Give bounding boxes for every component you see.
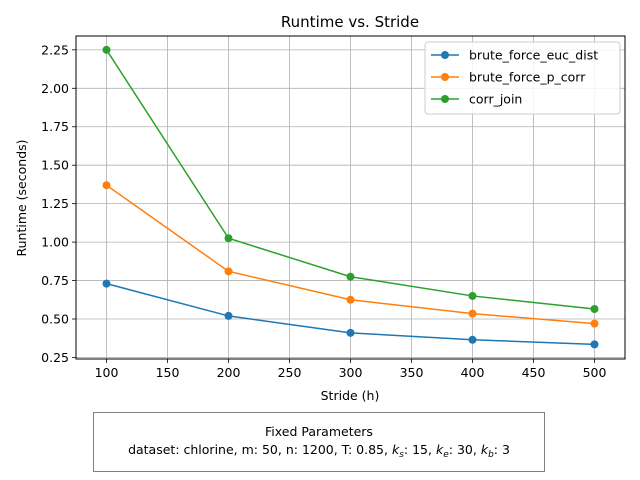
ke-symbol: k <box>435 442 444 457</box>
t-value: 0.85 <box>356 442 385 457</box>
series-corr-join <box>102 45 599 314</box>
data-point <box>346 272 355 281</box>
grid <box>76 36 625 359</box>
m-value: 50 <box>261 442 278 457</box>
dataset-label: dataset: <box>128 442 184 457</box>
data-point <box>224 267 233 276</box>
kb-subscript: b <box>488 450 494 460</box>
y-tick-label: 1.75 <box>41 119 69 134</box>
y-tick-label: 2.25 <box>41 42 69 57</box>
legend-swatch-marker <box>441 95 449 103</box>
data-point <box>346 328 355 337</box>
fixed-parameters-values: dataset: chlorine, m: 50, n: 1200, T: 0.… <box>128 442 510 460</box>
legend-frame <box>424 41 621 115</box>
m-label: m: <box>241 442 262 457</box>
ke-value: 30 <box>456 442 473 457</box>
series-layer <box>102 45 599 349</box>
y-tick-label: 1.50 <box>41 158 69 173</box>
n-label: n: <box>285 442 302 457</box>
x-tick-label: 350 <box>400 365 424 380</box>
legend-item: corr_join <box>431 92 522 107</box>
legend-item: brute_force_p_corr <box>431 70 586 85</box>
ks-symbol: k <box>391 442 400 457</box>
legend-label: brute_force_euc_dist <box>469 48 598 63</box>
data-point <box>590 305 599 314</box>
x-tick-label: 250 <box>278 365 302 380</box>
kb-value: 3 <box>501 442 510 457</box>
y-tick-label: 0.25 <box>41 350 69 365</box>
ks-value: 15 <box>412 442 429 457</box>
y-axis-title: Runtime (seconds) <box>14 139 29 256</box>
legend-item: brute_force_euc_dist <box>431 48 598 63</box>
x-axis: 100 150 200 250 300 350 400 450 500 <box>95 359 607 380</box>
legend: brute_force_euc_dist brute_force_p_corrco… <box>424 41 621 115</box>
fixed-parameters-box: Fixed Parameters dataset: chlorine, m: 5… <box>93 412 545 472</box>
data-point <box>102 181 111 190</box>
chart-title: Runtime vs. Stride <box>281 13 419 31</box>
x-axis-title: Stride (h) <box>321 388 380 403</box>
data-point <box>346 295 355 304</box>
x-tick-label: 150 <box>156 365 180 380</box>
data-point <box>468 291 477 300</box>
t-label: T: <box>341 442 357 457</box>
x-tick-label: 450 <box>522 365 546 380</box>
data-point <box>590 340 599 349</box>
data-point <box>224 311 233 320</box>
x-tick-label: 500 <box>583 365 607 380</box>
y-tick-label: 1.00 <box>41 235 69 250</box>
y-tick-label: 1.25 <box>41 196 69 211</box>
ke-subscript: e <box>443 450 449 460</box>
dataset-value: chlorine <box>183 442 234 457</box>
legend-swatch-marker <box>441 73 449 81</box>
legend-swatch-marker <box>441 51 449 59</box>
data-point <box>468 309 477 318</box>
fixed-parameters-heading: Fixed Parameters <box>265 424 373 439</box>
data-point <box>224 234 233 243</box>
ks-subscript: s <box>399 450 404 460</box>
runtime-chart: Runtime vs. Stride 100 150 200 250 300 350 400… <box>14 13 626 403</box>
y-axis: 0.25 0.50 0.75 1.00 1.25 1.50 1.75 2.00 2.25 <box>41 42 76 365</box>
series-brute-force-euc-dist <box>102 279 599 349</box>
x-tick-label: 300 <box>339 365 363 380</box>
legend-label: corr_join <box>469 92 522 107</box>
data-point <box>590 319 599 328</box>
data-point <box>102 45 111 54</box>
kb-symbol: k <box>480 442 489 457</box>
data-point <box>468 335 477 344</box>
data-point <box>102 279 111 288</box>
n-value: 1200 <box>301 442 334 457</box>
y-tick-label: 0.50 <box>41 312 69 327</box>
series-brute-force-p-corr <box>102 181 599 328</box>
legend-label: brute_force_p_corr <box>469 70 586 85</box>
y-tick-label: 0.75 <box>41 273 69 288</box>
x-tick-label: 400 <box>461 365 485 380</box>
y-tick-label: 2.00 <box>41 81 69 96</box>
x-tick-label: 100 <box>95 365 119 380</box>
x-tick-label: 200 <box>217 365 241 380</box>
